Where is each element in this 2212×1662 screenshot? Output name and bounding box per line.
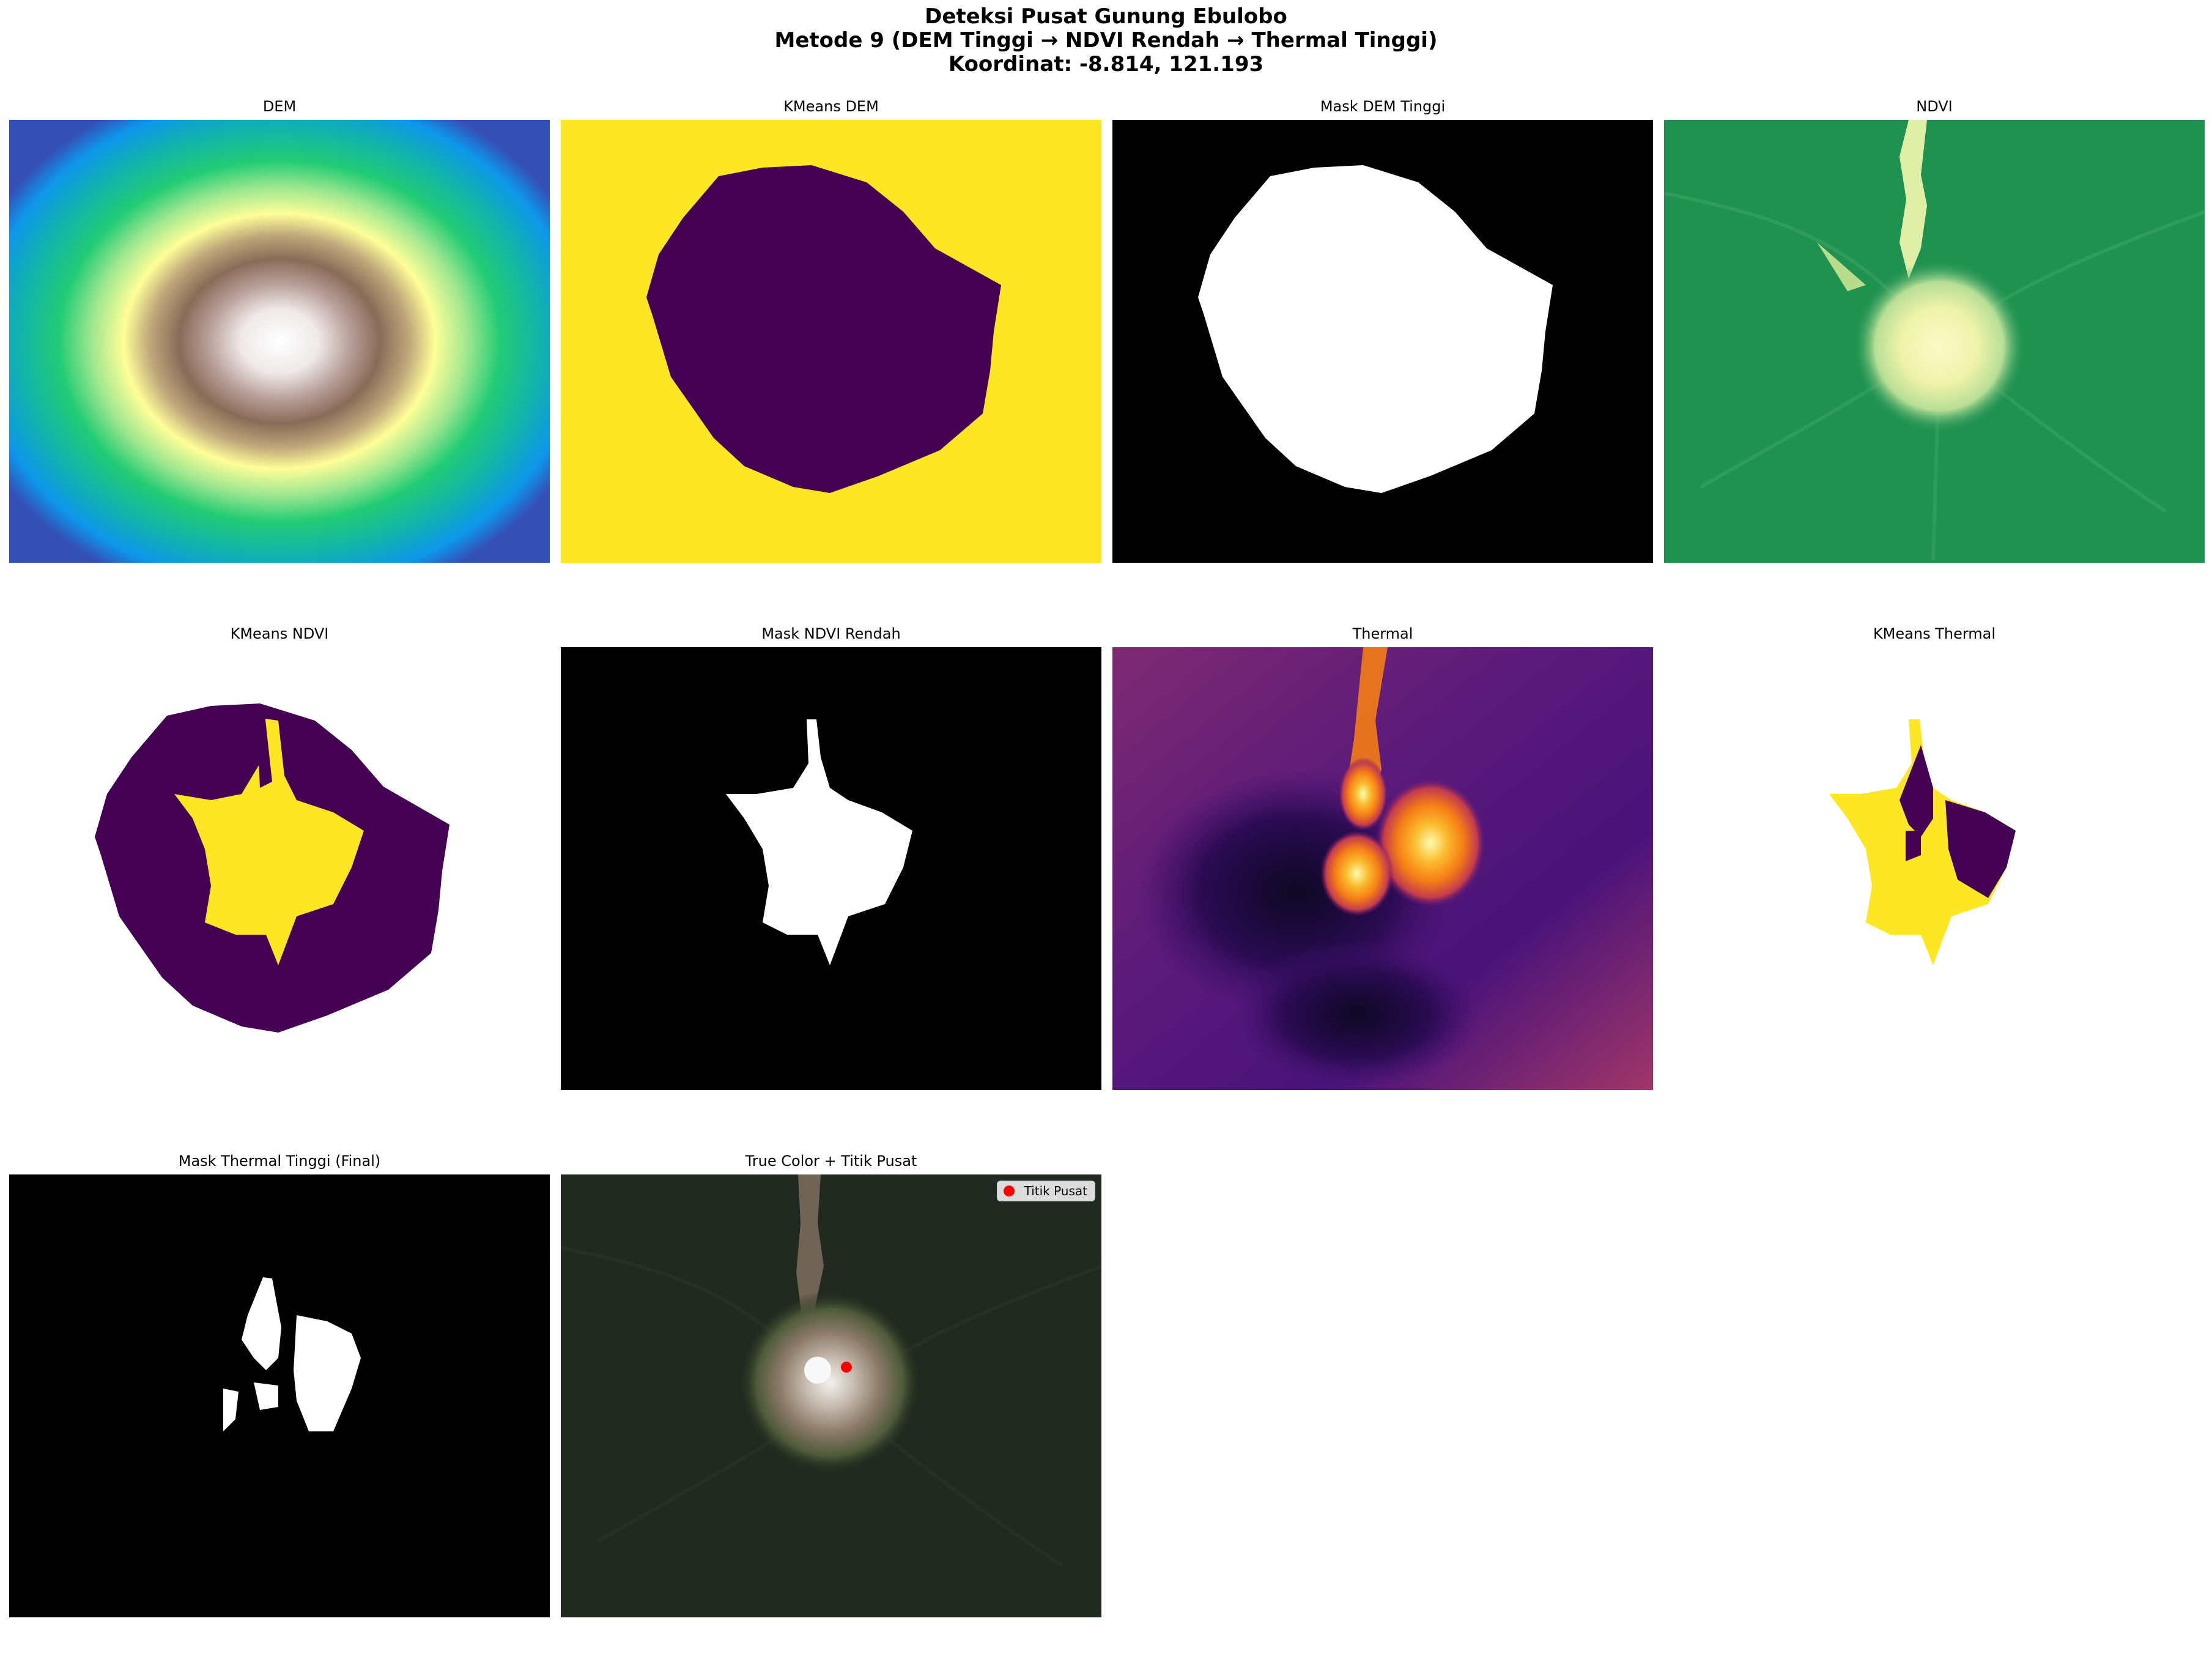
legend-marker-icon bbox=[1003, 1185, 1015, 1196]
panel-title-mask-ndvi: Mask NDVI Rendah bbox=[761, 625, 901, 642]
panel-title-kmeans-ndvi: KMeans NDVI bbox=[230, 625, 329, 642]
legend: Titik Pusat bbox=[996, 1181, 1095, 1201]
ndvi-image bbox=[1664, 120, 2205, 563]
figure-title-line-2: Metode 9 (DEM Tinggi → NDVI Rendah → The… bbox=[774, 28, 1438, 53]
mask-thermal-image bbox=[9, 1174, 550, 1617]
kmeans-thermal-image bbox=[1664, 647, 2205, 1090]
kmeans-ndvi-image bbox=[9, 647, 550, 1090]
panel-title-kmeans-thermal: KMeans Thermal bbox=[1873, 625, 1996, 642]
panel-title-thermal: Thermal bbox=[1352, 625, 1413, 642]
figure-title-line-1: Deteksi Pusat Gunung Ebulobo bbox=[925, 4, 1287, 29]
panel-title-ndvi: NDVI bbox=[1916, 98, 1953, 115]
panel-title-mask-thermal: Mask Thermal Tinggi (Final) bbox=[178, 1152, 381, 1170]
kmeans-dem-image bbox=[561, 120, 1101, 563]
mask-ndvi-image bbox=[561, 647, 1101, 1090]
legend-label: Titik Pusat bbox=[1024, 1184, 1087, 1198]
mask-dem-image bbox=[1112, 120, 1653, 563]
figure-title-line-3: Koordinat: -8.814, 121.193 bbox=[948, 52, 1264, 76]
panel-title-dem: DEM bbox=[262, 98, 297, 115]
dem-image bbox=[9, 120, 550, 563]
center-point-marker bbox=[841, 1362, 852, 1373]
panel-title-mask-dem: Mask DEM Tinggi bbox=[1320, 98, 1446, 115]
thermal-image bbox=[1112, 647, 1653, 1090]
true-color-image: Titik Pusat bbox=[561, 1174, 1101, 1617]
panel-title-true-color: True Color + Titik Pusat bbox=[745, 1152, 917, 1170]
panel-title-kmeans-dem: KMeans DEM bbox=[783, 98, 879, 115]
